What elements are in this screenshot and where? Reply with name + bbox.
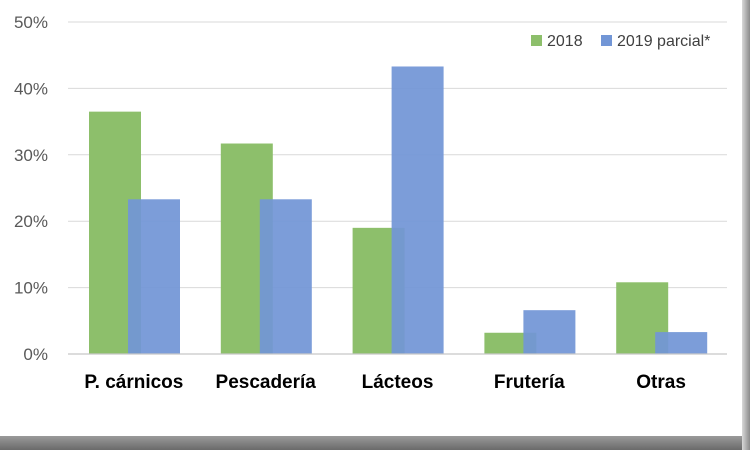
y-axis-tick-labels: 0% 10% 20% 30% 40% 50% [14, 13, 48, 364]
category-label: Otras [636, 372, 686, 393]
legend-label: 2018 [547, 33, 583, 50]
bar-series2 [128, 199, 180, 354]
legend-label: 2019 parcial* [617, 33, 710, 50]
y-tick-label: 10% [14, 279, 48, 298]
y-tick-label: 20% [14, 212, 48, 231]
category-label: Pescadería [216, 372, 317, 393]
bars [89, 66, 708, 354]
category-label: Lácteos [362, 372, 434, 393]
y-tick-label: 50% [14, 13, 48, 32]
category-label: Frutería [494, 372, 565, 393]
frame-shadow-bottom [0, 436, 750, 450]
bar-series2 [655, 332, 708, 354]
bar-series2 [259, 199, 312, 354]
y-tick-label: 40% [14, 79, 48, 98]
category-labels: P. cárnicos Pescadería Lácteos Frutería Otra… [84, 372, 685, 393]
y-tick-label: 30% [14, 146, 48, 165]
category-label: P. cárnicos [84, 372, 183, 393]
y-tick-label: 0% [23, 345, 48, 364]
frame-shadow-right [742, 0, 750, 450]
legend-swatch [601, 35, 612, 46]
bar-series2 [391, 66, 444, 354]
legend: 2018 2019 parcial* [531, 33, 710, 50]
bar-series2 [523, 310, 576, 354]
legend-swatch [531, 35, 542, 46]
